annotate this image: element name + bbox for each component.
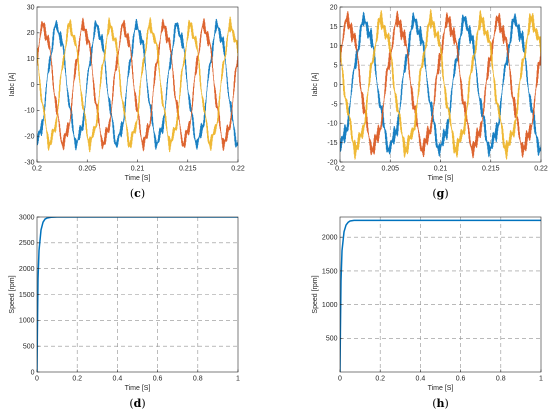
series-line-1 <box>340 219 541 372</box>
series-line-3 <box>37 16 238 153</box>
y-tick-label: 10 <box>27 56 35 63</box>
series-group <box>340 219 541 372</box>
y-tick-label: 1000 <box>19 318 35 325</box>
y-tick-label: -15 <box>327 140 337 147</box>
x-tick-label: 0.8 <box>496 376 506 383</box>
y-tick-label: 2500 <box>19 240 35 247</box>
series-group <box>37 217 238 372</box>
x-axis-label: Time [S] <box>125 175 151 182</box>
x-tick-label: 0.4 <box>416 376 426 383</box>
y-tick-label: 500 <box>326 336 338 343</box>
y-tick-label: -10 <box>24 108 34 115</box>
x-tick-label: 0.21 <box>434 166 448 173</box>
y-tick-label: 1500 <box>19 292 35 299</box>
y-tick-label: 2000 <box>322 235 338 242</box>
x-tick-label: 0.2 <box>32 166 42 173</box>
x-tick-label: 0.8 <box>193 376 203 383</box>
y-tick-label: 2000 <box>19 266 35 273</box>
y-tick-label: 0 <box>31 369 35 376</box>
x-tick-label: 0.2 <box>72 376 82 383</box>
panel-letter: c <box>134 187 141 200</box>
y-axis-label: Iabc [A] <box>312 73 319 97</box>
x-axis-label: Time [S] <box>125 385 151 392</box>
x-tick-label: 0.205 <box>381 166 399 173</box>
series-line-2 <box>37 17 238 152</box>
y-tick-label: 1500 <box>322 268 338 275</box>
y-tick-label: -5 <box>331 101 337 108</box>
y-axis-label: Iabc [A] <box>9 73 16 97</box>
y-tick-label: -30 <box>24 159 34 166</box>
axes-box <box>339 216 542 373</box>
y-tick-label: 1000 <box>322 302 338 309</box>
panel-label: (g) <box>432 187 448 200</box>
y-tick-label: 5 <box>334 63 338 70</box>
y-tick-label: -20 <box>24 134 34 141</box>
chart-h: 0 0.2 0.4 0.6 0.8 1 2000 1500 1000 500 Time [S] Spe… <box>312 216 543 410</box>
panel-label: (d) <box>129 397 145 410</box>
chart-g: 0.2 0.205 0.21 0.215 0.22 20 15 10 5 0 -5 -10 -15 -20… <box>312 4 548 200</box>
x-tick-label: 0.2 <box>335 166 345 173</box>
panel-letter: h <box>437 397 445 410</box>
chart-d: 0 0.2 0.4 0.6 0.8 1 3000 2500 2000 1500 1000 500 0 Ti… <box>9 214 240 410</box>
y-axis-label: Speed [rpm] <box>9 275 16 313</box>
y-tick-label: -10 <box>327 121 337 128</box>
x-tick-label: 0.22 <box>534 166 548 173</box>
series-group <box>340 8 541 160</box>
x-tick-label: 0.205 <box>78 166 96 173</box>
y-axis-label: Speed [rpm] <box>312 275 319 313</box>
series-line-3 <box>340 8 541 160</box>
panel-letter: d <box>134 397 142 410</box>
x-tick-label: 0.4 <box>113 376 123 383</box>
y-tick-label: 30 <box>27 4 35 11</box>
y-tick-label: 3000 <box>19 214 35 221</box>
y-tick-label: 20 <box>330 4 338 11</box>
x-tick-label: 1 <box>236 376 240 383</box>
panel-letter: g <box>437 187 445 200</box>
series-line-2 <box>340 10 541 159</box>
y-tick-label: 0 <box>31 82 35 89</box>
y-tick-label: 10 <box>330 43 338 50</box>
x-tick-label: 0.2 <box>375 376 385 383</box>
x-tick-label: 0.6 <box>153 376 163 383</box>
x-tick-label: 0 <box>35 376 39 383</box>
x-tick-label: 0.21 <box>131 166 145 173</box>
chart-c: 0.2 0.205 0.21 0.215 0.22 30 20 10 0 -10 -20 -30 Tim… <box>9 4 245 200</box>
x-tick-label: 0.6 <box>456 376 466 383</box>
series-group <box>37 16 238 153</box>
y-tick-label: 0 <box>334 82 338 89</box>
y-tick-label: 500 <box>23 344 35 351</box>
panel-label: (c) <box>130 187 145 200</box>
x-tick-label: 0.215 <box>179 166 197 173</box>
x-axis-label: Time [S] <box>428 175 454 182</box>
x-axis-label: Time [S] <box>428 385 454 392</box>
x-tick-label: 1 <box>539 376 543 383</box>
plot-area <box>340 217 541 372</box>
x-tick-label: 0.215 <box>482 166 500 173</box>
series-line-1 <box>37 217 238 372</box>
y-tick-label: 20 <box>27 30 35 37</box>
y-tick-label: -20 <box>327 159 337 166</box>
x-tick-label: 0 <box>338 376 342 383</box>
y-tick-label: 15 <box>330 24 338 31</box>
panel-label: (h) <box>432 397 449 410</box>
x-tick-label: 0.22 <box>231 166 245 173</box>
